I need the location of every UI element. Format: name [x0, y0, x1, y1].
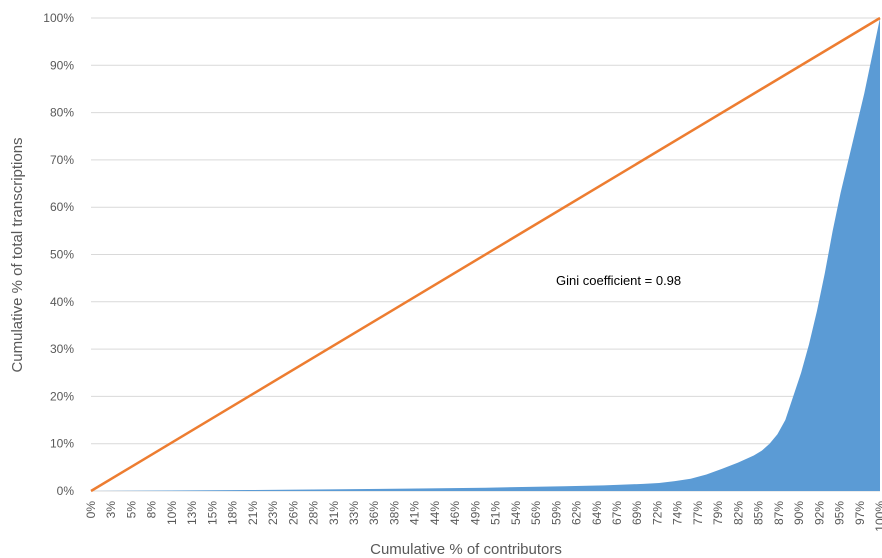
- x-tick-label: 41%: [408, 501, 422, 525]
- equality-line: [90, 16, 881, 493]
- x-axis-title: Cumulative % of contributors: [370, 541, 562, 558]
- y-tick-label: 20%: [50, 389, 74, 403]
- y-tick-label: 0%: [57, 484, 75, 498]
- x-tick-label: 46%: [448, 501, 462, 525]
- x-tick-label: 21%: [246, 501, 260, 525]
- x-tick-label: 92%: [812, 501, 826, 525]
- lorenz-area: [91, 18, 880, 491]
- x-tick-label: 33%: [347, 501, 361, 525]
- x-tick-label: 59%: [549, 501, 563, 525]
- y-tick-label: 70%: [50, 153, 74, 167]
- x-tick-label: 44%: [428, 501, 442, 525]
- x-tick-label: 28%: [307, 501, 321, 525]
- y-tick-label: 40%: [50, 295, 74, 309]
- x-tick-label: 56%: [529, 501, 543, 525]
- y-tick-label: 30%: [50, 342, 74, 356]
- gini-annotation: Gini coefficient = 0.98: [556, 273, 681, 288]
- y-tick-label: 80%: [50, 106, 74, 120]
- x-tick-labels: 0% 3% 5% 8% 10% 13% 15% 18% 21% 23% 26% 28% 31% 33% 36…: [84, 501, 882, 532]
- x-tick-label: 15%: [205, 501, 219, 525]
- x-tick-label: 100%: [873, 501, 882, 532]
- x-tick-label: 77%: [691, 501, 705, 525]
- y-tick-label: 50%: [50, 248, 74, 262]
- series-group: [90, 16, 881, 493]
- x-tick-label: 97%: [853, 501, 867, 525]
- x-tick-label: 72%: [650, 501, 664, 525]
- x-tick-label: 95%: [833, 501, 847, 525]
- x-tick-label: 8%: [145, 501, 159, 519]
- x-tick-label: 31%: [327, 501, 341, 525]
- x-tick-label: 54%: [509, 501, 523, 525]
- y-tick-labels: 0% 10% 20% 30% 40% 50% 60% 70% 80% 90% 100%: [43, 11, 74, 498]
- x-tick-label: 38%: [387, 501, 401, 525]
- x-tick-label: 79%: [711, 501, 725, 525]
- x-tick-label: 90%: [792, 501, 806, 525]
- x-tick-label: 13%: [185, 501, 199, 525]
- x-tick-label: 67%: [610, 501, 624, 525]
- x-tick-label: 10%: [165, 501, 179, 525]
- y-tick-label: 60%: [50, 200, 74, 214]
- x-tick-label: 18%: [226, 501, 240, 525]
- x-tick-label: 87%: [772, 501, 786, 525]
- x-tick-label: 85%: [752, 501, 766, 525]
- x-tick-label: 51%: [489, 501, 503, 525]
- x-tick-label: 74%: [671, 501, 685, 525]
- x-tick-label: 3%: [104, 501, 118, 519]
- y-tick-label: 100%: [43, 11, 74, 25]
- x-tick-label: 26%: [286, 501, 300, 525]
- x-tick-label: 36%: [367, 501, 381, 525]
- x-tick-label: 5%: [124, 501, 138, 519]
- x-tick-label: 64%: [590, 501, 604, 525]
- y-axis-title: Cumulative % of total transcriptions: [9, 137, 26, 372]
- x-tick-label: 23%: [266, 501, 280, 525]
- x-tick-label: 62%: [570, 501, 584, 525]
- x-tick-label: 49%: [468, 501, 482, 525]
- y-tick-label: 10%: [50, 437, 74, 451]
- y-tick-label: 90%: [50, 58, 74, 72]
- x-tick-label: 82%: [731, 501, 745, 525]
- x-tick-label: 0%: [84, 501, 98, 519]
- x-tick-label: 69%: [630, 501, 644, 525]
